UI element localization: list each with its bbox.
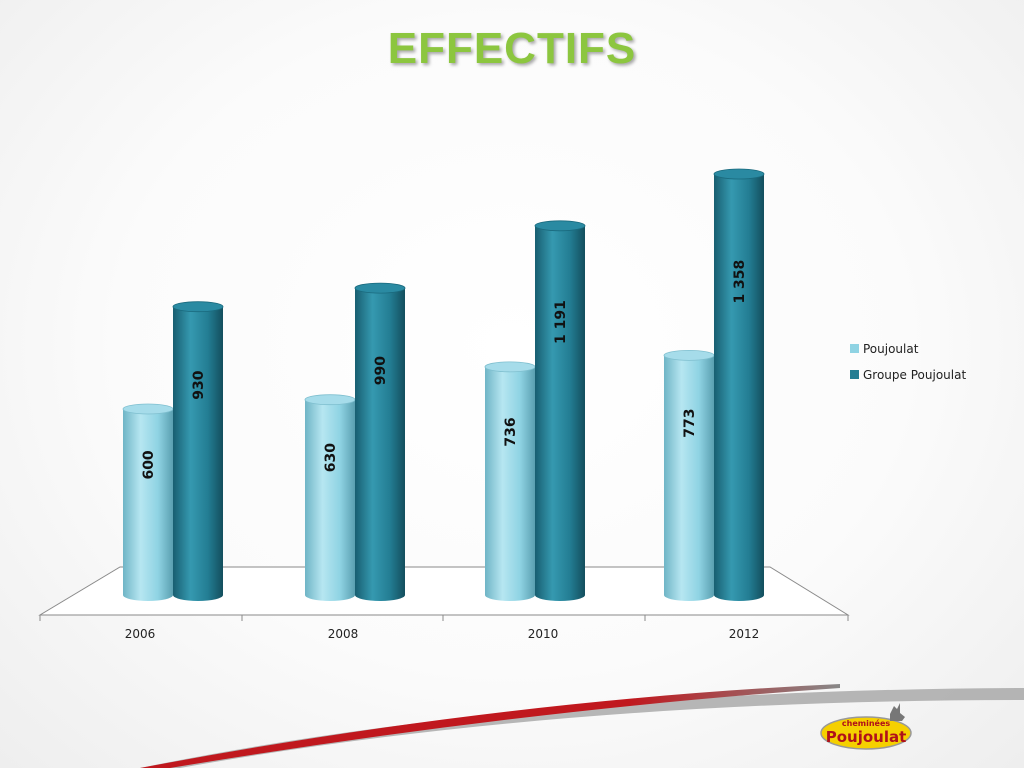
category-label: 2012 [729, 627, 760, 641]
bar-poujoulat-2008 [304, 394, 356, 601]
data-label: 990 [373, 356, 389, 385]
bar-poujoulat-2006 [122, 403, 174, 601]
logo: cheminées Poujoulat [820, 703, 912, 750]
data-label: 1 191 [553, 300, 569, 344]
data-label: 1 358 [732, 260, 748, 304]
data-label: 630 [323, 443, 339, 472]
data-label: 773 [682, 408, 698, 437]
svg-text:cheminées: cheminées [842, 718, 890, 728]
legend-label: Groupe Poujoulat [863, 368, 966, 382]
slide-title: EFFECTIFS [387, 24, 637, 73]
bar-groupe-poujoulat-2012 [713, 168, 765, 601]
cat-icon [890, 703, 905, 721]
legend-swatch [850, 344, 859, 353]
data-label: 600 [141, 450, 157, 479]
legend: Poujoulat Groupe Poujoulat [850, 342, 966, 382]
bar-groupe-poujoulat-2010 [534, 220, 586, 602]
data-label: 930 [191, 370, 207, 399]
bar-poujoulat-2010 [484, 361, 536, 601]
legend-swatch [850, 370, 859, 379]
bar-poujoulat-2012 [663, 349, 715, 601]
decorative-swoosh [140, 684, 1024, 768]
category-label: 2008 [328, 627, 359, 641]
bar-groupe-poujoulat-2008 [354, 282, 406, 601]
legend-label: Poujoulat [863, 342, 919, 356]
svg-text:Poujoulat: Poujoulat [826, 728, 907, 746]
data-label: 736 [503, 417, 519, 446]
category-label: 2006 [125, 627, 156, 641]
bar-groupe-poujoulat-2006 [172, 301, 224, 601]
category-label: 2010 [528, 627, 559, 641]
